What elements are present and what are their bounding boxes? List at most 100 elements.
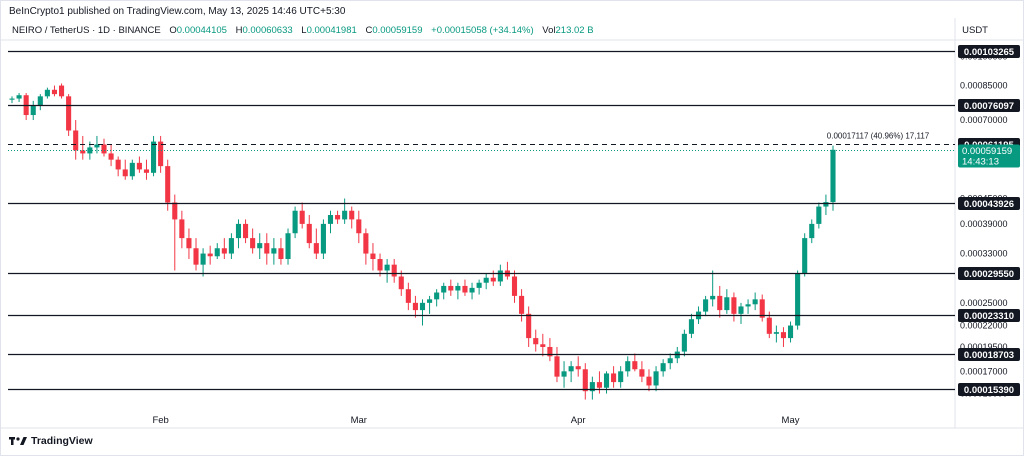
candle-body	[448, 285, 454, 291]
candle-body	[519, 295, 525, 314]
candle-body	[469, 287, 475, 293]
candle-body	[483, 277, 489, 283]
candle-up	[823, 194, 829, 216]
candle-body	[724, 297, 730, 311]
candle-body	[462, 285, 468, 293]
candle-up	[497, 264, 503, 286]
candle-down	[158, 135, 164, 173]
candle-body	[158, 141, 164, 167]
candle-body	[306, 223, 312, 244]
candle-down	[596, 371, 602, 394]
currency-label[interactable]: USDT	[962, 25, 988, 36]
candle-up	[441, 282, 447, 300]
current-price-label-bg	[958, 144, 1020, 168]
candle-up	[568, 361, 574, 383]
candle-body	[172, 202, 178, 220]
candle-up	[342, 198, 348, 224]
candle-up	[603, 371, 610, 394]
candle-body	[16, 95, 22, 99]
candle-down	[533, 329, 539, 352]
candle-body	[207, 253, 213, 257]
candle-body	[603, 373, 610, 388]
candle-down	[115, 156, 121, 177]
candle-up	[660, 359, 666, 377]
candle-up	[9, 96, 15, 104]
candle-body	[108, 153, 114, 160]
candle-up	[589, 376, 595, 400]
x-axis-tick-label: Feb	[152, 415, 168, 426]
candle-body	[816, 206, 822, 224]
candle-body	[37, 96, 43, 106]
measure-annotation: 0.00017117 (40.96%) 17,117	[827, 132, 930, 141]
candle-down	[51, 85, 58, 97]
candle-body	[278, 248, 284, 260]
candle-down	[58, 83, 65, 99]
candle-up	[30, 100, 36, 121]
horizontal-level-label: 0.00103265	[964, 47, 1015, 58]
candle-up	[752, 292, 758, 311]
candle-body	[200, 253, 206, 265]
horizontal-level-label-bg	[958, 99, 1020, 112]
candle-down	[278, 238, 284, 265]
tradingview-brand[interactable]: TradingView	[9, 435, 93, 447]
candle-body	[143, 169, 150, 173]
candle-down	[575, 356, 581, 377]
candle-body	[710, 295, 716, 300]
candle-up	[802, 233, 808, 277]
candle-down	[108, 144, 114, 167]
candle-up	[257, 233, 263, 260]
y-axis-tick-label: 0.00085000	[960, 81, 1008, 91]
candle-body	[398, 276, 404, 290]
close-label: C	[365, 25, 373, 36]
candle-up	[455, 282, 461, 300]
publisher-line: BeInCrypto1 published on TradingView.com…	[9, 6, 346, 17]
candle-up	[151, 135, 157, 177]
candle-body	[830, 149, 836, 203]
candle-body	[405, 289, 411, 303]
candle-up	[795, 270, 801, 330]
candle-down	[66, 94, 72, 136]
candle-down	[731, 292, 737, 322]
candle-up	[625, 356, 631, 377]
candle-body	[582, 369, 588, 392]
current-price-countdown: 14:43:13	[962, 157, 999, 168]
candle-body	[342, 210, 348, 220]
candle-body	[632, 361, 638, 370]
horizontal-level-label: 0.00023310	[964, 311, 1014, 322]
candle-up	[16, 93, 22, 102]
candle-body	[257, 243, 263, 249]
candle-down	[370, 243, 376, 271]
candle-body	[320, 223, 326, 254]
volume-label: Vol	[542, 25, 556, 36]
candle-down	[250, 228, 256, 254]
candle-up	[320, 219, 326, 260]
y-axis-tick-label: 0.00033000	[960, 249, 1008, 259]
candle-body	[115, 159, 121, 170]
candle-body	[80, 150, 86, 154]
candle-body	[540, 344, 546, 347]
candle-body	[73, 130, 79, 151]
change-value: +0.00015058 (+34.14%)	[431, 25, 534, 36]
symbol-name[interactable]: NEIRO / TetherUS · 1D · BINANCE	[12, 25, 161, 36]
candle-down	[122, 159, 128, 180]
candle-down	[101, 138, 107, 157]
candle-down	[186, 228, 192, 260]
candle-up	[214, 243, 220, 260]
candle-down	[335, 210, 341, 224]
candle-body	[335, 215, 341, 220]
candle-body	[370, 253, 376, 260]
x-axis-tick-label: Apr	[571, 415, 586, 426]
candle-up	[37, 94, 43, 111]
candle-up	[830, 145, 836, 211]
y-axis-tick-label: 0.00017000	[960, 366, 1008, 376]
candle-up	[745, 299, 751, 314]
candle-body	[9, 98, 15, 100]
candle-body	[575, 366, 581, 370]
tradingview-logo-icon	[9, 437, 27, 445]
candle-body	[363, 233, 369, 254]
candle-body	[476, 282, 482, 288]
horizontal-level-label-bg	[958, 348, 1020, 361]
candle-body	[780, 332, 787, 339]
candle-body	[526, 313, 532, 339]
